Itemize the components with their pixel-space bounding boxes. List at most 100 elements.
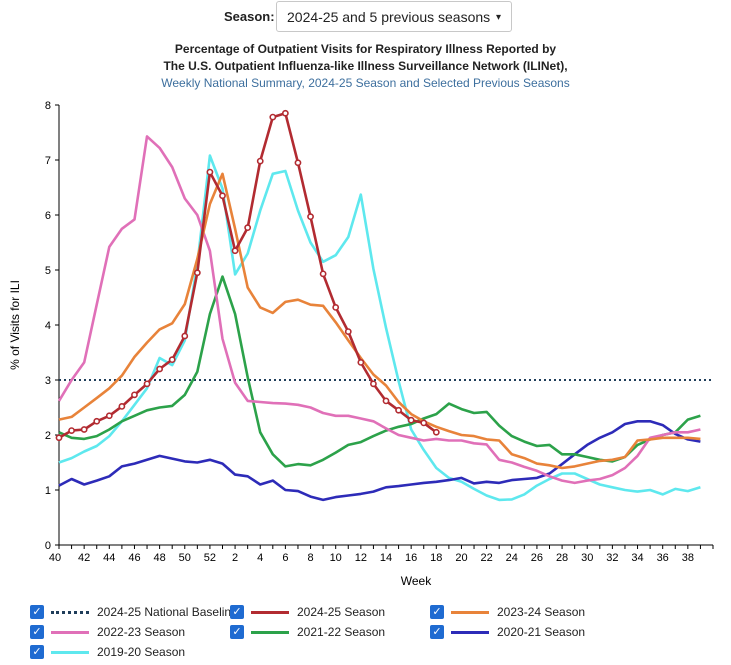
chart-legend: ✓ 2024-25 National Baseline ✓ 2024-25 Se… [0, 600, 731, 665]
checkbox-2021-22[interactable]: ✓ [230, 625, 244, 639]
checkbox-2019-20[interactable]: ✓ [30, 645, 44, 659]
x-axis-title: Week [401, 574, 432, 588]
legend-swatch-2024-25 [251, 610, 289, 614]
x-tick-label: 44 [103, 552, 115, 564]
series-line-2021-22 [58, 275, 701, 468]
x-tick-label: 16 [405, 552, 417, 564]
x-tick-label: 22 [480, 552, 492, 564]
x-tick-label: 12 [355, 552, 367, 564]
y-tick-label: 6 [45, 210, 51, 222]
y-axis-title: % of Visits for ILI [8, 280, 22, 370]
x-tick-label: 26 [531, 552, 543, 564]
series-point-2024-25 [256, 157, 264, 165]
legend-label-2024-25: 2024-25 Season [297, 605, 386, 619]
series-point-2024-25 [319, 270, 327, 278]
series-point-2024-25 [118, 402, 126, 410]
legend-item-2020-21[interactable]: ✓ 2020-21 Season [430, 623, 585, 641]
series-point-2024-25 [80, 426, 88, 433]
series-point-2024-25 [244, 224, 252, 232]
x-tick-label: 32 [606, 552, 618, 564]
series-point-2024-25 [269, 113, 277, 121]
x-tick-label: 40 [49, 552, 61, 564]
series-point-2024-25 [332, 303, 340, 311]
x-tick-label: 20 [455, 552, 467, 564]
legend-item-2022-23[interactable]: ✓ 2022-23 Season [30, 623, 185, 641]
series-point-2024-25 [357, 358, 365, 366]
legend-label-2021-22: 2021-22 Season [297, 625, 386, 639]
series-point-2024-25 [68, 427, 75, 434]
series-point-2024-25 [294, 159, 302, 167]
checkbox-2022-23[interactable]: ✓ [30, 625, 44, 639]
x-tick-label: 34 [631, 552, 643, 564]
legend-swatch-2020-21 [451, 630, 489, 634]
checkbox-2023-24[interactable]: ✓ [430, 605, 444, 619]
y-tick-label: 3 [45, 375, 51, 387]
y-tick-label: 0 [45, 540, 51, 552]
series-point-2024-25 [168, 356, 176, 364]
y-tick-label: 7 [45, 155, 51, 167]
legend-swatch-2021-22 [251, 630, 289, 634]
legend-item-2019-20[interactable]: ✓ 2019-20 Season [30, 643, 185, 661]
chart-subtitle: Weekly National Summary, 2024-25 Season … [161, 76, 570, 90]
series-point-2024-25 [395, 406, 402, 414]
legend-item-2023-24[interactable]: ✓ 2023-24 Season [430, 603, 585, 621]
y-tick-label: 8 [45, 100, 51, 112]
x-tick-label: 18 [430, 552, 442, 564]
x-tick-label: 28 [556, 552, 568, 564]
series-point-2024-25 [181, 332, 189, 340]
series-point-2024-25 [131, 391, 138, 399]
legend-item-2021-22[interactable]: ✓ 2021-22 Season [230, 623, 385, 641]
x-tick-label: 52 [204, 552, 216, 564]
legend-swatch-2022-23 [51, 630, 89, 634]
series-point-2024-25 [193, 269, 201, 277]
x-tick-label: 46 [128, 552, 140, 564]
x-tick-label: 10 [330, 552, 342, 564]
x-tick-label: 50 [179, 552, 191, 564]
series-line-2023-24 [58, 172, 701, 470]
x-tick-label: 42 [78, 552, 90, 564]
series-point-2024-25 [143, 380, 151, 388]
legend-item-2024-25[interactable]: ✓ 2024-25 Season [230, 603, 385, 621]
x-tick-label: 4 [257, 552, 263, 564]
legend-swatch-2019-20 [51, 650, 89, 654]
season-selector-row: Season: 2024-25 and 5 previous seasons ▾ [0, 0, 731, 36]
x-tick-label: 2 [232, 552, 238, 564]
legend-swatch-2023-24 [451, 610, 489, 614]
series-line-2022-23 [57, 135, 701, 485]
series-point-2024-25 [231, 247, 239, 255]
checkbox-baseline[interactable]: ✓ [30, 605, 44, 619]
season-dropdown[interactable]: 2024-25 and 5 previous seasons ▾ [276, 1, 512, 32]
series-point-2024-25 [105, 412, 113, 420]
legend-label-2023-24: 2023-24 Season [497, 605, 586, 619]
series-point-2024-25 [156, 365, 164, 373]
series-point-2024-25 [93, 417, 101, 425]
series-line-2024-25 [58, 111, 438, 439]
series-point-2024-25 [281, 109, 289, 117]
series-line-2020-21 [58, 419, 701, 502]
legend-item-baseline[interactable]: ✓ 2024-25 National Baseline [30, 603, 238, 621]
chart-title-line-2: The U.S. Outpatient Influenza-like Illne… [163, 59, 568, 73]
x-tick-label: 8 [307, 552, 313, 564]
y-tick-label: 5 [45, 265, 51, 277]
x-tick-label: 30 [581, 552, 593, 564]
legend-label-2022-23: 2022-23 Season [97, 625, 186, 639]
x-tick-label: 14 [380, 552, 392, 564]
series-line-2019-20 [58, 154, 701, 502]
legend-label-baseline: 2024-25 National Baseline [97, 605, 238, 619]
series-point-2024-25 [432, 428, 440, 436]
y-tick-label: 2 [45, 430, 51, 442]
x-tick-label: 6 [282, 552, 288, 564]
season-dropdown-value: 2024-25 and 5 previous seasons [287, 9, 491, 25]
legend-label-2019-20: 2019-20 Season [97, 645, 186, 659]
legend-label-2020-21: 2020-21 Season [497, 625, 586, 639]
series-point-2024-25 [370, 380, 377, 388]
checkbox-2024-25[interactable]: ✓ [230, 605, 244, 619]
legend-swatch-baseline [51, 610, 89, 614]
y-tick-label: 4 [45, 320, 51, 332]
x-tick-label: 48 [153, 552, 165, 564]
series-point-2024-25 [407, 416, 415, 424]
x-tick-label: 24 [506, 552, 518, 564]
checkbox-2020-21[interactable]: ✓ [430, 625, 444, 639]
series-point-2024-25 [420, 419, 428, 427]
